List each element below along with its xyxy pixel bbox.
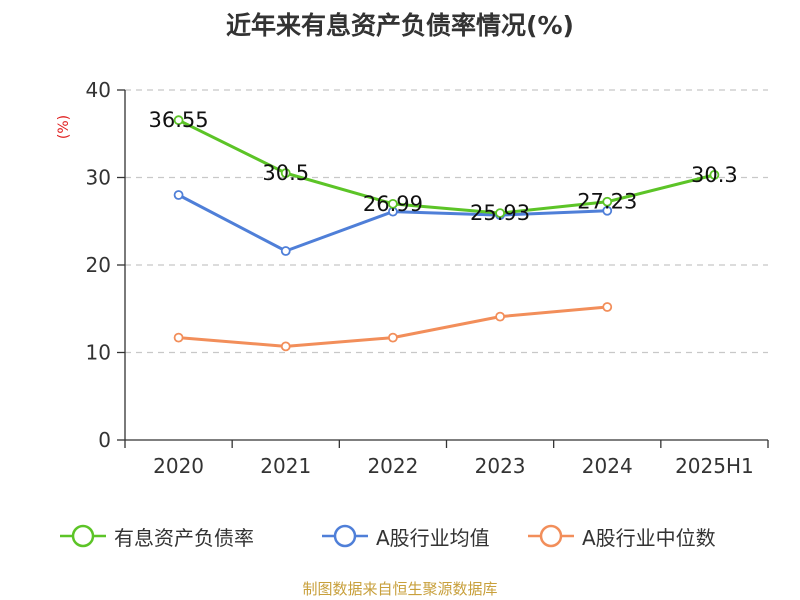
y-tick-label: 0 xyxy=(98,428,111,452)
x-tick-label: 2023 xyxy=(475,454,526,478)
x-tick-label: 2022 xyxy=(367,454,418,478)
data-point xyxy=(709,169,720,180)
legend-label: 有息资产负债率 xyxy=(114,525,254,550)
y-tick-label: 20 xyxy=(86,253,111,277)
data-label: 27.23 xyxy=(577,190,637,214)
axes: 0 10 20 30 40 2020 2021 2022 2023 2024 2025H1 xyxy=(86,78,769,478)
series-lines xyxy=(173,115,720,352)
y-tick-label: 30 xyxy=(86,166,111,190)
grid-lines xyxy=(125,89,768,354)
data-point xyxy=(495,208,505,219)
data-label: 30.3 xyxy=(691,163,738,187)
legend-marker xyxy=(60,524,106,548)
legend-label: A股行业均值 xyxy=(376,525,490,550)
y-tick-label: 10 xyxy=(86,341,111,365)
x-tick-label: 2024 xyxy=(582,454,633,478)
data-label: 30.5 xyxy=(262,161,309,185)
data-point xyxy=(173,190,184,200)
legend-marker xyxy=(322,524,368,548)
x-tick-label: 2025H1 xyxy=(675,454,754,478)
legend-item: 有息资产负债率 xyxy=(60,518,254,554)
data-point xyxy=(388,198,398,209)
data-point xyxy=(495,311,505,322)
data-point xyxy=(602,196,613,207)
data-label: 36.55 xyxy=(149,108,209,132)
x-tick-label: 2021 xyxy=(260,454,311,478)
data-point xyxy=(388,332,398,343)
series-line xyxy=(177,118,715,215)
data-point xyxy=(173,115,184,126)
series-2 xyxy=(173,302,613,352)
data-point xyxy=(602,302,613,312)
data-point xyxy=(280,341,291,352)
data-label: 26.99 xyxy=(363,192,423,216)
data-labels: 36.55 30.5 26.99 25.93 27.23 30.3 xyxy=(149,108,738,225)
data-point xyxy=(280,246,291,256)
legend-label: A股行业中位数 xyxy=(582,525,716,550)
legend-item: A股行业均值 xyxy=(322,518,490,554)
legend-item: A股行业中位数 xyxy=(528,518,716,554)
legend: 有息资产负债率 A股行业均值 A股行业中位数 xyxy=(0,518,800,554)
chart-title: 近年来有息资产负债率情况(%) xyxy=(226,11,574,40)
data-point xyxy=(602,205,613,216)
x-tick-label: 2020 xyxy=(153,454,204,478)
y-tick-label: 40 xyxy=(86,78,111,102)
data-label: 25.93 xyxy=(470,201,530,225)
source-note: 制图数据来自恒生聚源数据库 xyxy=(302,580,498,598)
series-0 xyxy=(173,115,720,219)
y-axis-label: (%) xyxy=(56,115,72,139)
legend-marker xyxy=(528,524,574,548)
data-point xyxy=(280,168,291,179)
data-point xyxy=(173,332,184,343)
